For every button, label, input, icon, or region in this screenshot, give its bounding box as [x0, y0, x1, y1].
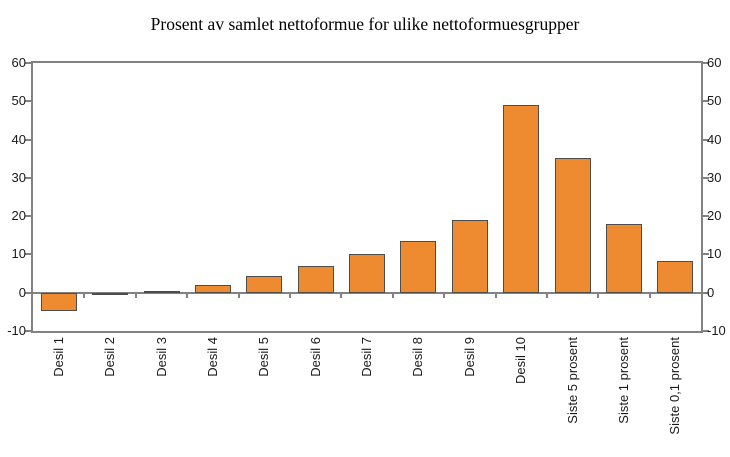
y-axis-right [701, 61, 703, 333]
y-tick-label-right: 50 [707, 93, 722, 109]
y-tick-label-left: -10 [7, 323, 26, 338]
y-tick-right [703, 215, 709, 218]
y-tick-right [703, 100, 709, 103]
y-tick-label-right: 30 [707, 169, 722, 185]
bar-siste-0-1-prosent [657, 261, 694, 293]
y-tick-label-right: -10 [707, 323, 726, 338]
y-tick-left [25, 138, 31, 141]
x-category-label: Desil 1 [50, 337, 66, 377]
y-tick-label-right: 0 [707, 284, 715, 300]
x-category-label: Desil 7 [359, 337, 374, 377]
x-category-label: Siste 0,1 prosent [667, 337, 683, 435]
chart-title: Prosent av samlet nettoformue for ulike … [150, 14, 580, 34]
plot-top-border [31, 61, 703, 63]
x-tick [494, 292, 497, 298]
plot-bottom-border [31, 331, 703, 333]
y-tick-left [25, 253, 31, 256]
x-tick [391, 292, 394, 298]
x-category-label: Siste 5 prosent [564, 337, 580, 424]
y-tick-left [25, 100, 31, 103]
y-tick-right [703, 138, 709, 141]
bar-desil-10 [503, 105, 540, 293]
y-tick-label-left: 20 [11, 208, 26, 224]
bar-desil-7 [349, 254, 385, 293]
x-tick [648, 292, 651, 298]
x-category-label: Desil 10 [513, 337, 529, 384]
zero-baseline [33, 291, 701, 294]
x-category-label: Desil 5 [256, 337, 272, 377]
bar-siste-5-prosent [554, 157, 591, 293]
bar-desil-2 [92, 292, 129, 295]
x-tick [237, 292, 240, 298]
bar-desil-3 [143, 291, 180, 294]
y-tick-label-right: 40 [707, 131, 722, 147]
x-tick [597, 292, 600, 298]
x-category-label: Desil 9 [461, 337, 477, 377]
bar-desil-9 [451, 220, 488, 293]
y-tick-label-left: 30 [11, 169, 26, 185]
y-tick-right [703, 330, 709, 332]
y-tick-right [703, 253, 709, 256]
x-category-label: Desil 6 [307, 337, 323, 377]
x-tick [134, 292, 137, 298]
y-tick-label-left: 50 [11, 93, 26, 109]
x-category-label: Siste 1 prosent [615, 337, 631, 424]
x-tick [83, 292, 86, 298]
bar-desil-5 [246, 275, 283, 293]
bar-desil-6 [297, 265, 334, 293]
bar-desil-1 [40, 292, 77, 312]
y-tick-label-left: 10 [11, 246, 26, 262]
y-tick-right [703, 176, 709, 179]
x-category-label: Desil 2 [102, 337, 118, 377]
x-tick [288, 292, 291, 298]
bar-desil-4 [194, 285, 231, 293]
y-tick-left [25, 291, 31, 294]
y-tick-label-left: 40 [11, 131, 26, 147]
y-tick-left [25, 215, 31, 218]
x-tick [186, 292, 189, 298]
x-category-label: Desil 4 [204, 337, 220, 377]
y-tick-label-left: 0 [18, 284, 26, 300]
bar-siste-1-prosent [605, 223, 642, 293]
y-tick-right [703, 291, 709, 294]
plot-area [33, 63, 701, 331]
bar-desil-8 [400, 241, 437, 293]
x-category-label: Desil 3 [153, 337, 169, 377]
x-tick [545, 292, 548, 298]
x-tick [443, 292, 446, 298]
y-tick-label-right: 20 [707, 208, 722, 224]
x-tick [340, 292, 343, 298]
y-tick-left [25, 176, 31, 179]
y-tick-right [703, 62, 709, 64]
x-category-label: Desil 8 [410, 337, 426, 377]
y-tick-left [25, 62, 31, 64]
y-tick-label-right: 60 [707, 55, 722, 70]
y-axis-left [31, 61, 33, 333]
y-tick-label-right: 10 [707, 246, 722, 262]
y-tick-label-left: 60 [11, 55, 26, 70]
y-tick-left [25, 330, 31, 332]
